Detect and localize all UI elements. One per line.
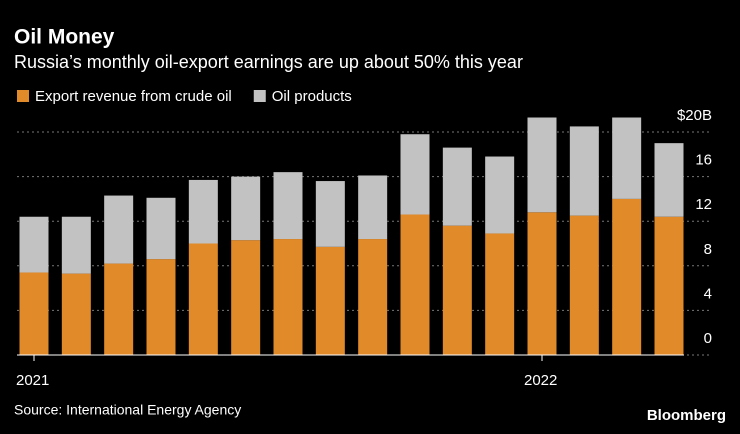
bar-segment	[104, 263, 134, 355]
bar-segment	[19, 272, 49, 355]
bar-segment	[485, 156, 515, 234]
x-tick-label: 2021	[16, 372, 49, 389]
bar-segment	[358, 175, 388, 240]
bar-segment	[442, 225, 472, 355]
bar-segment	[19, 216, 49, 273]
bar-segment	[188, 179, 218, 244]
bar-segment	[569, 126, 599, 216]
bar-segment	[231, 240, 261, 355]
source: Source: International Energy Agency	[14, 402, 241, 418]
bar-segment	[146, 197, 176, 260]
y-tick-label: 16	[695, 152, 712, 169]
bar-segment	[612, 198, 642, 355]
bar-segment	[61, 216, 91, 274]
y-tick-label: 12	[695, 196, 712, 213]
bar-segment	[61, 273, 91, 355]
bar-segment	[654, 216, 684, 355]
legend-label: Oil products	[272, 88, 352, 105]
y-tick-label: 8	[704, 241, 712, 258]
y-tick-label: $20B	[677, 107, 712, 124]
bar-segment	[273, 172, 303, 240]
bar-segment	[104, 195, 134, 264]
bar-segment	[654, 143, 684, 217]
bar-segment	[188, 243, 218, 355]
bar-segment	[315, 246, 345, 355]
bar-segment	[527, 212, 557, 355]
legend-label: Export revenue from crude oil	[35, 88, 232, 105]
bar-segment	[146, 259, 176, 355]
brand: Bloomberg	[647, 407, 726, 424]
bar-segment	[273, 239, 303, 355]
bar-segment	[315, 181, 345, 247]
bar-segment	[400, 134, 430, 215]
legend-swatch	[253, 90, 266, 102]
bar-segment	[569, 215, 599, 355]
chart-subtitle: Russia’s monthly oil-export earnings are…	[14, 52, 523, 72]
chart-title: Oil Money	[14, 26, 115, 49]
legend-swatch	[17, 90, 29, 102]
y-tick-label: 0	[704, 330, 712, 347]
bar-segment	[358, 239, 388, 355]
bar-segment	[442, 147, 472, 226]
bar-segment	[400, 214, 430, 355]
y-tick-label: 4	[704, 285, 712, 302]
bar-segment	[485, 233, 515, 355]
x-tick-label: 2022	[524, 372, 557, 389]
bar-segment	[612, 117, 642, 199]
bar-segment	[231, 176, 261, 241]
bar-segment	[527, 117, 557, 213]
